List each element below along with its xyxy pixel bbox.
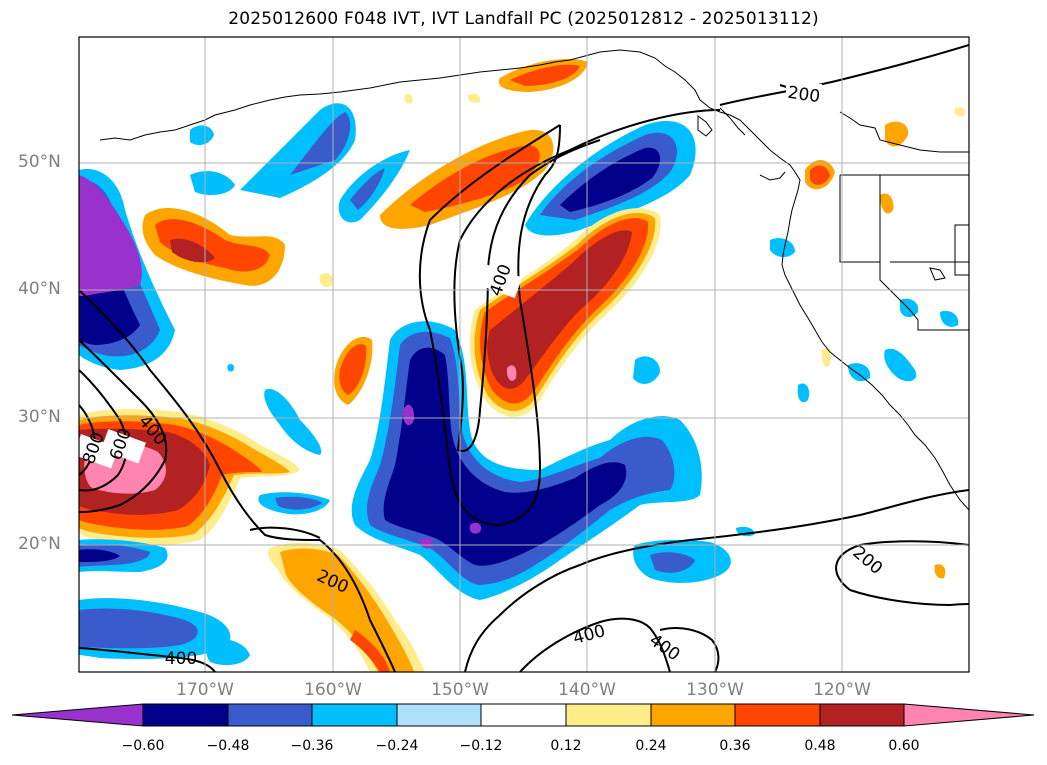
ivt-contours [79,44,969,672]
colorbar-tick-label: −0.60 [121,738,165,754]
colorbar-extend-min [11,703,144,727]
colorbar-bin [396,703,482,727]
lat-label: 40°N [18,279,61,299]
lon-label: 140°W [558,680,616,700]
lon-label: 120°W [813,680,871,700]
colorbar-bin [227,703,313,727]
contour-label: 200 [786,83,821,107]
colorbar-bin [311,703,398,727]
lat-label: 50°N [18,152,61,172]
colorbar-tick-label: −0.12 [459,738,503,754]
map-title: 2025012600 F048 IVT, IVT Landfall PC (20… [228,9,819,29]
colorbar-tick-label: −0.48 [206,738,250,754]
coastlines [99,49,969,511]
map-frame [78,36,970,673]
colorbar-bin [819,703,905,727]
colorbar [11,703,1035,727]
lon-label: 130°W [686,680,744,700]
contour-label: 400 [645,630,683,665]
colorbar-tick-label: 0.60 [888,738,920,754]
graticule [79,37,969,672]
colorbar-tick-label: 0.48 [804,738,836,754]
lon-label: 170°W [176,680,234,700]
contour-label: 400 [165,649,197,669]
colorbar-tick-label: −0.36 [290,738,334,754]
colorbar-bin [142,703,229,727]
colorbar-tick-label: 0.24 [635,738,667,754]
lat-label: 30°N [18,407,61,427]
lon-label: 150°W [431,680,489,700]
colorbar-tick-label: 0.12 [550,738,582,754]
lon-label: 160°W [304,680,362,700]
colorbar-bin [480,703,567,727]
colorbar-bin [650,703,736,727]
colorbar-tick-label: −0.24 [375,738,419,754]
filled-anomaly-field [79,58,965,672]
colorbar-extend-max [903,703,1035,727]
colorbar-tick-label: 0.36 [719,738,751,754]
colorbar-bin [734,703,821,727]
lat-label: 20°N [18,534,61,554]
colorbar-bin [565,703,652,727]
contour-label: 400 [571,621,608,649]
